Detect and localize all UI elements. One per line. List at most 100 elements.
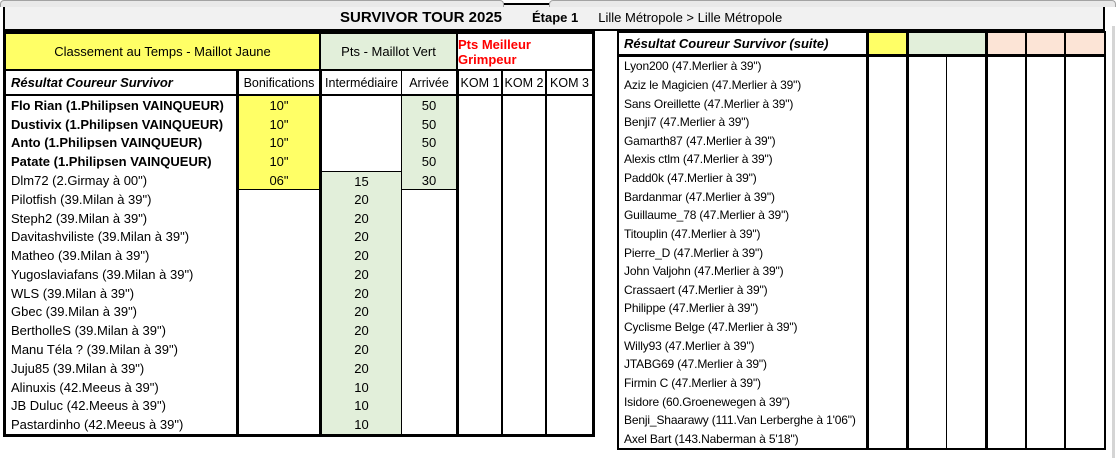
cell-kom1[interactable] bbox=[456, 283, 501, 303]
cell-empty[interactable] bbox=[906, 429, 946, 449]
cell-rider-result[interactable]: Anto (1.Philipsen VAINQUEUR) bbox=[11, 135, 203, 151]
cell-intermediaire[interactable]: 20 bbox=[319, 189, 401, 209]
cell-player-result[interactable]: Padd0k (47.Merlier à 39") bbox=[624, 171, 757, 186]
cell-empty[interactable] bbox=[866, 187, 906, 206]
cell-bonification[interactable]: 06" bbox=[236, 171, 319, 190]
cell-empty[interactable] bbox=[1025, 57, 1064, 76]
cell-rider-result[interactable]: Pastardinho (42.Meeus à 39") bbox=[11, 417, 184, 433]
header-maillot-jaune[interactable]: Classement au Temps - Maillot Jaune bbox=[6, 34, 319, 71]
cell-empty[interactable] bbox=[985, 280, 1025, 300]
cell-kom3[interactable] bbox=[545, 152, 592, 172]
cell-bonification[interactable] bbox=[236, 302, 319, 322]
cell-bonification[interactable] bbox=[236, 208, 319, 228]
cell-intermediaire[interactable]: 10 bbox=[319, 377, 401, 397]
cell-kom3[interactable] bbox=[545, 96, 592, 115]
cell-empty[interactable] bbox=[946, 187, 985, 206]
cell-rider-result[interactable]: Flo Rian (1.Philipsen VAINQUEUR) bbox=[11, 97, 224, 113]
cell-empty[interactable] bbox=[946, 150, 985, 169]
cell-intermediaire[interactable]: 20 bbox=[319, 246, 401, 266]
cell-empty[interactable] bbox=[1064, 112, 1104, 132]
cell-intermediaire[interactable]: 20 bbox=[319, 208, 401, 228]
cell-empty[interactable] bbox=[1025, 112, 1064, 132]
cell-empty[interactable] bbox=[1025, 224, 1064, 244]
cell-kom2[interactable] bbox=[501, 171, 545, 190]
cell-intermediaire[interactable]: 20 bbox=[319, 265, 401, 284]
cell-empty[interactable] bbox=[906, 75, 946, 95]
cell-empty[interactable] bbox=[906, 373, 946, 393]
cell-empty[interactable] bbox=[866, 131, 906, 151]
cell-player-result[interactable]: Benji7 (47.Merlier à 39") bbox=[624, 115, 750, 130]
cell-rider-result[interactable]: Juju85 (39.Milan à 39") bbox=[11, 360, 145, 376]
cell-empty[interactable] bbox=[1025, 317, 1064, 337]
cell-empty[interactable] bbox=[985, 243, 1025, 262]
cell-kom3[interactable] bbox=[545, 133, 592, 153]
cell-intermediaire[interactable]: 20 bbox=[319, 358, 401, 378]
cell-bonification[interactable] bbox=[236, 377, 319, 397]
cell-intermediaire[interactable]: 10 bbox=[319, 396, 401, 416]
cell-empty[interactable] bbox=[906, 150, 946, 169]
cell-kom2[interactable] bbox=[501, 415, 545, 435]
cell-empty[interactable] bbox=[866, 94, 906, 113]
cell-kom2[interactable] bbox=[501, 265, 545, 284]
cell-empty[interactable] bbox=[1064, 131, 1104, 151]
cell-empty[interactable] bbox=[906, 261, 946, 281]
cell-kom2[interactable] bbox=[501, 358, 545, 378]
cell-kom1[interactable] bbox=[456, 152, 501, 172]
cell-bonification[interactable]: 10" bbox=[236, 133, 319, 153]
cell-rider-result[interactable]: Alinuxis (42.Meeus à 39") bbox=[11, 379, 159, 395]
cell-arrivee[interactable] bbox=[401, 340, 456, 359]
cell-empty[interactable] bbox=[906, 243, 946, 262]
cell-empty[interactable] bbox=[1064, 317, 1104, 337]
cell-player-result[interactable]: Axel Bart (143.Naberman à 5'18") bbox=[624, 431, 799, 446]
cell-empty[interactable] bbox=[866, 317, 906, 337]
cell-empty[interactable] bbox=[866, 112, 906, 132]
cell-empty[interactable] bbox=[985, 94, 1025, 113]
cell-empty[interactable] bbox=[1064, 187, 1104, 206]
cell-empty[interactable] bbox=[1025, 168, 1064, 188]
col-header-arrivee[interactable]: Arrivée bbox=[401, 71, 456, 96]
cell-empty[interactable] bbox=[866, 206, 906, 225]
cell-bonification[interactable] bbox=[236, 396, 319, 416]
cell-empty[interactable] bbox=[1064, 94, 1104, 113]
cell-rider-result[interactable]: Matheo (39.Milan à 39") bbox=[11, 248, 150, 264]
cell-empty[interactable] bbox=[946, 410, 985, 430]
cell-empty[interactable] bbox=[946, 299, 985, 318]
cell-intermediaire[interactable] bbox=[319, 133, 401, 153]
cell-kom1[interactable] bbox=[456, 227, 501, 247]
cell-empty[interactable] bbox=[1025, 392, 1064, 411]
cell-arrivee[interactable] bbox=[401, 246, 456, 266]
col-header-intermediaire[interactable]: Intermédiaire bbox=[319, 71, 401, 96]
cell-empty[interactable] bbox=[1025, 243, 1064, 262]
cell-empty[interactable] bbox=[1064, 168, 1104, 188]
cell-intermediaire[interactable]: 20 bbox=[319, 321, 401, 341]
cell-arrivee[interactable]: 50 bbox=[401, 114, 456, 134]
cell-bonification[interactable] bbox=[236, 358, 319, 378]
header-green-cell[interactable] bbox=[906, 33, 985, 57]
cell-empty[interactable] bbox=[1064, 373, 1104, 393]
cell-kom3[interactable] bbox=[545, 227, 592, 247]
cell-player-result[interactable]: Crassaert (47.Merlier à 39") bbox=[624, 282, 768, 297]
header-yellow-cell[interactable] bbox=[866, 33, 906, 57]
cell-empty[interactable] bbox=[1064, 243, 1104, 262]
cell-empty[interactable] bbox=[906, 57, 946, 76]
cell-empty[interactable] bbox=[906, 280, 946, 300]
cell-kom1[interactable] bbox=[456, 189, 501, 209]
cell-kom1[interactable] bbox=[456, 302, 501, 322]
cell-kom3[interactable] bbox=[545, 358, 592, 378]
header-peach-cell-1[interactable] bbox=[985, 33, 1025, 57]
cell-empty[interactable] bbox=[1025, 206, 1064, 225]
cell-empty[interactable] bbox=[1064, 150, 1104, 169]
cell-empty[interactable] bbox=[946, 243, 985, 262]
cell-empty[interactable] bbox=[906, 131, 946, 151]
cell-player-result[interactable]: Philippe (47.Merlier à 39") bbox=[624, 301, 759, 316]
header-grimpeur[interactable]: Pts Meilleur Grimpeur bbox=[456, 34, 592, 71]
cell-player-result[interactable]: Firmin C (47.Merlier à 39") bbox=[624, 375, 761, 390]
cell-kom2[interactable] bbox=[501, 302, 545, 322]
cell-arrivee[interactable]: 50 bbox=[401, 152, 456, 172]
cell-rider-result[interactable]: Davitashviliste (39.Milan à 39") bbox=[11, 229, 190, 245]
cell-empty[interactable] bbox=[1025, 355, 1064, 374]
cell-empty[interactable] bbox=[1064, 429, 1104, 449]
cell-intermediaire[interactable] bbox=[319, 114, 401, 134]
cell-kom3[interactable] bbox=[545, 321, 592, 341]
cell-empty[interactable] bbox=[985, 410, 1025, 430]
